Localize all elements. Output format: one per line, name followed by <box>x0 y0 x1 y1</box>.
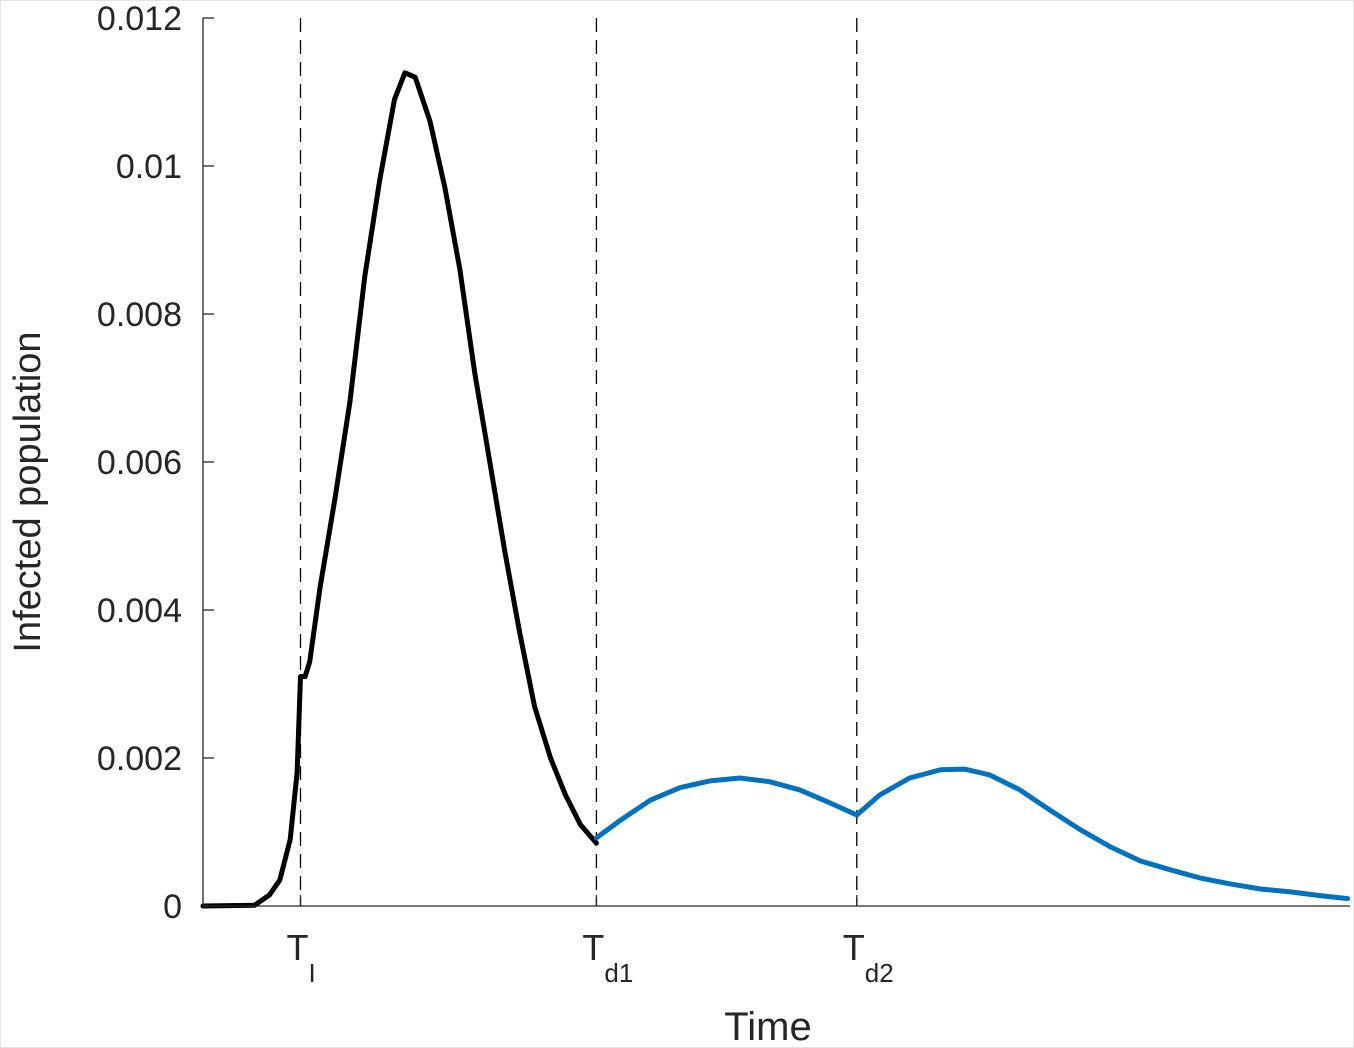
series-group <box>200 70 1351 909</box>
series-line-0 <box>200 70 599 909</box>
x-ticks: TI Td1 Td2 <box>286 895 894 988</box>
y-tick-label: 0.012 <box>97 0 182 38</box>
dashed-markers <box>299 18 858 906</box>
x-tick-label: Td2 <box>843 927 894 988</box>
series-line-1 <box>593 766 1351 902</box>
x-tick-label: Td1 <box>582 927 633 988</box>
x-tick-label: TI <box>286 927 315 988</box>
x-tick-subscript: d1 <box>604 958 633 988</box>
y-tick-label: 0 <box>163 888 182 926</box>
y-tick-label: 0.006 <box>97 444 182 482</box>
y-tick-label: 0.002 <box>97 740 182 778</box>
y-axis-label: Infected population <box>7 331 49 652</box>
y-ticks: 0 0.002 0.004 0.006 0.008 0.01 0.012 <box>97 0 214 926</box>
y-tick-label: 0.01 <box>116 148 182 186</box>
y-tick-label: 0.008 <box>97 296 182 334</box>
x-tick-subscript: I <box>308 958 315 988</box>
x-tick-subscript: d2 <box>865 958 894 988</box>
y-tick-label: 0.004 <box>97 592 182 630</box>
x-axis-label: Time <box>724 1005 811 1048</box>
